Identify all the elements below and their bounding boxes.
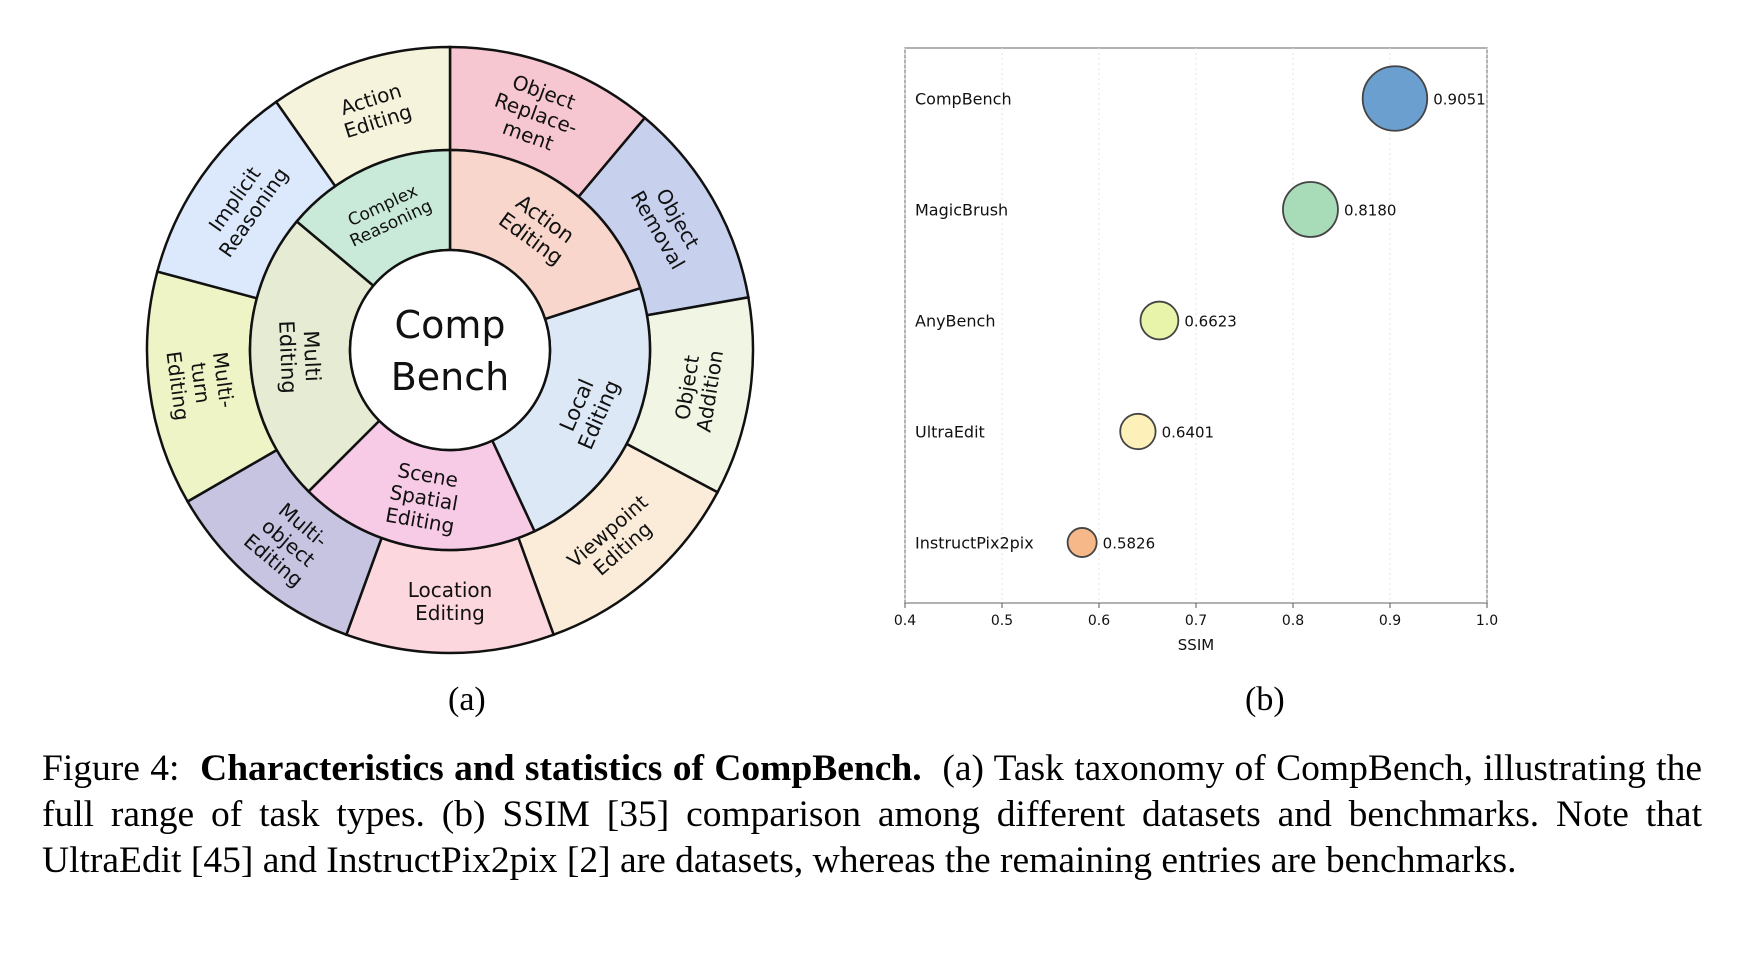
center-label: Comp Bench [391, 303, 510, 399]
ssim-comparison-chart: 0.4 0.5 0.6 0.7 0.8 0.9 1.0 SSIM CompBench 0.9051… [894, 47, 1498, 654]
category-label: MagicBrush [915, 201, 1008, 220]
center-circle [348, 248, 552, 452]
plot-frame [904, 47, 1488, 604]
category-label: InstructPix2pix [915, 534, 1034, 553]
x-tick-label: 0.7 [1185, 613, 1207, 629]
x-tick-label: 0.8 [1282, 613, 1304, 629]
figure-4: ObjectReplace-ment ObjectRemoval ObjectAdd… [145, 45, 1498, 718]
x-tick-label: 1.0 [1476, 613, 1498, 629]
x-tick-label: 0.4 [894, 613, 916, 629]
data-value-label: 0.9051 [1433, 91, 1486, 109]
data-point [1139, 300, 1180, 341]
x-tick-label: 0.6 [1088, 613, 1110, 629]
x-tick-label: 0.9 [1379, 613, 1401, 629]
outer-label-multi-turn-editing: Multi-turnEditing [161, 344, 239, 422]
caption-bold: Characteristics and statistics of CompBe… [200, 748, 922, 789]
data-value-label: 0.5826 [1103, 535, 1156, 553]
subfigure-label-a: (a) [448, 681, 486, 718]
data-point [1066, 527, 1098, 558]
caption-text: (a) Task taxonomy of CompBench, illustra… [42, 748, 1702, 881]
category-label: CompBench [915, 90, 1012, 109]
data-point [1119, 412, 1157, 451]
data-value-label: 0.6401 [1162, 424, 1215, 442]
figure-canvas: ObjectReplace-mentObjectRemovalObjectAdd… [145, 45, 1498, 655]
inner-label-multi-editing: MultiEditing [274, 319, 325, 394]
subfigure-label-b: (b) [1245, 681, 1285, 718]
data-point [1361, 65, 1429, 132]
category-label: UltraEdit [915, 423, 985, 442]
x-axis-label: SSIM [1178, 636, 1214, 654]
caption-prefix: Figure 4: [42, 748, 180, 789]
data-value-label: 0.8180 [1344, 202, 1397, 220]
task-taxonomy-wheel: ObjectReplace-mentObjectRemovalObjectAdd… [145, 45, 755, 655]
figure-caption: Figure 4: Characteristics and statistics… [42, 746, 1702, 884]
category-label: AnyBench [915, 312, 995, 331]
data-value-label: 0.6623 [1184, 313, 1237, 331]
outer-label-location-editing: Location Editing [408, 578, 493, 625]
data-point [1282, 181, 1339, 238]
x-tick-label: 0.5 [991, 613, 1013, 629]
